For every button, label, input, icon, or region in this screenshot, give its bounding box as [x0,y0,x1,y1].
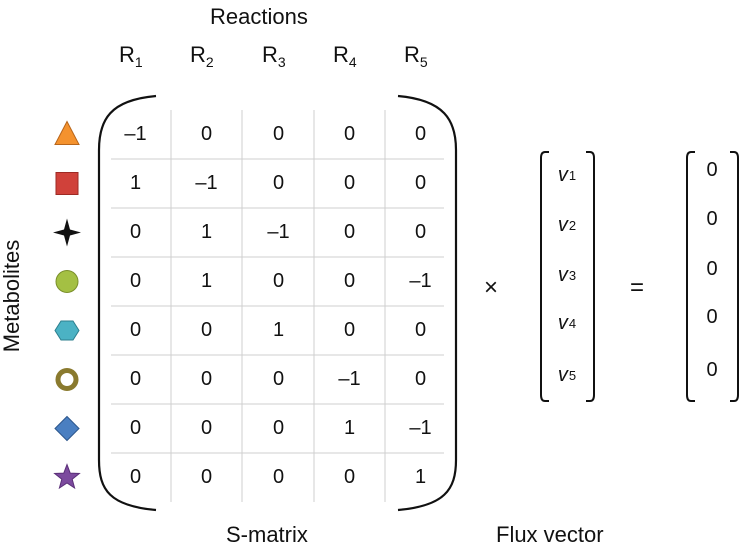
zero-vector-right-bracket [730,151,739,402]
times-symbol: × [484,274,499,301]
matrix-cell: 0 [414,368,427,390]
matrix-cell: 0 [129,466,142,488]
matrix-cell: 1 [200,221,213,243]
flux-entry-subscript: 4 [568,315,577,331]
reaction-header-subscript: 3 [277,54,286,70]
matrix-cell: 0 [272,172,285,194]
matrix-cell: 0 [272,368,285,390]
matrix-cell: 0 [343,319,356,341]
matrix-cell: 1 [272,319,285,341]
flux-entry-base: v [557,163,568,186]
matrix-cell: 0 [200,368,213,390]
zero-vector-left-bracket [686,151,695,402]
matrix-cell: 0 [272,466,285,488]
matrix-cell: 0 [414,221,427,243]
matrix-cell: 0 [414,123,427,145]
matrix-cell: 1 [343,417,356,439]
reaction-header-base: R [190,42,206,67]
matrix-cell: –1 [267,221,290,243]
s-matrix-label: S-matrix [226,522,308,547]
matrix-cell: –1 [409,270,432,292]
matrix-left-paren [97,94,157,512]
matrix-cell: 0 [272,417,285,439]
circle-icon [55,270,79,293]
matrix-cell: 0 [200,319,213,341]
equals-symbol: = [630,274,645,301]
flux-entry-base: v [557,213,568,236]
matrix-cell: 0 [414,172,427,194]
reaction-header-4: R4 [333,42,357,70]
matrix-cell: 1 [129,172,142,194]
reaction-header-subscript: 4 [348,54,357,70]
reaction-header-3: R3 [262,42,286,70]
matrix-cell: 1 [414,466,427,488]
square-icon [55,172,79,195]
matrix-cell: 0 [343,221,356,243]
ring-icon [55,368,79,391]
reaction-header-base: R [333,42,349,67]
flux-entry-subscript: 3 [568,267,577,283]
matrix-cell: 0 [200,123,213,145]
reactions-title: Reactions [210,4,308,29]
matrix-cell: 0 [129,368,142,390]
matrix-cell: 1 [200,270,213,292]
flux-entry-base: v [557,363,568,386]
flux-entry-base: v [557,263,568,286]
zero-entry-2: 0 [706,207,718,230]
zero-entry-5: 0 [706,358,718,381]
hexagon-icon [54,320,80,341]
flux-entry-subscript: 1 [568,167,577,183]
matrix-cell: –1 [409,417,432,439]
matrix-cell: 0 [129,417,142,439]
reaction-header-5: R5 [404,42,428,70]
reaction-header-subscript: 2 [205,54,214,70]
reaction-header-base: R [262,42,278,67]
flux-entry-subscript: 5 [568,367,577,383]
matrix-cell: 0 [343,466,356,488]
matrix-cell: 0 [272,123,285,145]
flux-entry-subscript: 2 [568,217,577,233]
reaction-header-2: R2 [190,42,214,70]
matrix-cell: –1 [124,123,147,145]
reaction-header-1: R1 [119,42,143,70]
zero-entry-1: 0 [706,158,718,181]
flux-vector-label: Flux vector [496,522,604,547]
flux-entry-base: v [557,311,568,334]
matrix-cell: 0 [343,270,356,292]
flux-vector-left-bracket [540,151,549,402]
matrix-cell: 0 [200,466,213,488]
triangle-icon [54,120,80,145]
diamond-icon [54,415,80,442]
reaction-header-base: R [119,42,135,67]
reaction-header-subscript: 5 [419,54,428,70]
matrix-cell: 0 [343,123,356,145]
matrix-cell: 0 [129,270,142,292]
matrix-cell: –1 [195,172,218,194]
reaction-header-subscript: 1 [134,54,143,70]
reaction-header-base: R [404,42,420,67]
zero-entry-3: 0 [706,257,718,280]
matrix-cell: 0 [414,319,427,341]
matrix-cell: 0 [129,221,142,243]
zero-entry-4: 0 [706,305,718,328]
matrix-cell: 0 [343,172,356,194]
flux-vector-right-bracket [586,151,595,402]
matrix-cell: 0 [272,270,285,292]
matrix-cell: –1 [338,368,361,390]
star-icon [53,463,81,490]
matrix-cell: 0 [129,319,142,341]
four-point-star-icon [53,218,81,247]
matrix-cell: 0 [200,417,213,439]
matrix-right-paren [397,94,458,512]
